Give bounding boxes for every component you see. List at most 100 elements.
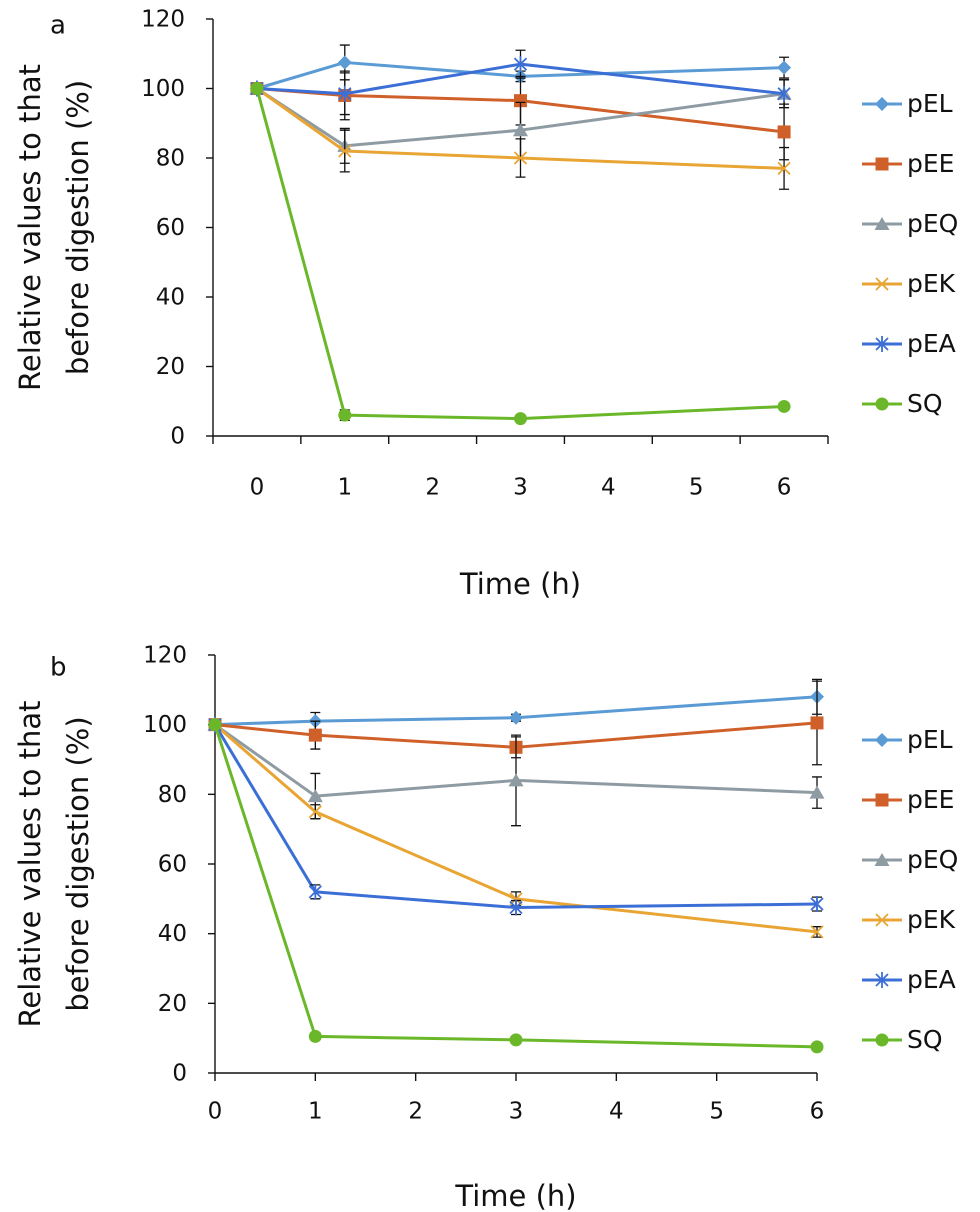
data-point-pEA (810, 896, 824, 913)
series-SQ (208, 718, 824, 1054)
y-tick-label: 100 (143, 712, 187, 738)
data-point-pEK (338, 144, 352, 158)
legend-item-pEQ: pEQ (862, 209, 958, 238)
legend-label: pEA (907, 329, 956, 358)
series-line-SQ (255, 88, 785, 421)
series-line-pEQ (256, 87, 785, 148)
data-point-pEQ (307, 789, 323, 803)
legend-label: pEQ (907, 845, 958, 874)
x-tick-label: 3 (513, 475, 528, 501)
chart-panel-a: a 0 20 40 60 80 100 120 0 1 2 3 4 5 6 Relative values t… (13, 7, 958, 602)
legend-item-SQ: SQ (862, 1025, 943, 1054)
data-point-SQ (777, 399, 791, 413)
panel-letter: b (50, 653, 67, 683)
y-tick-label: 120 (141, 7, 185, 33)
data-point-pEK (513, 151, 528, 165)
series-line-pEK (214, 723, 818, 934)
series-line-pEQ (214, 723, 818, 798)
series-line-pEA (213, 723, 818, 910)
y-tick-label: 0 (170, 424, 185, 450)
legend-marker (875, 913, 889, 927)
legend-marker (875, 972, 889, 988)
legend-marker (875, 397, 889, 411)
data-point-pEE (810, 716, 824, 730)
data-point-pEA (513, 56, 528, 73)
data-point-SQ (308, 1029, 322, 1043)
legend-label: pEQ (907, 209, 958, 238)
data-point-pEA (338, 85, 352, 102)
data-point-SQ (208, 718, 222, 732)
legend-item-pEA: pEA (862, 329, 956, 358)
series-line-pEA (256, 62, 785, 96)
data-point-SQ (250, 82, 264, 95)
x-axis-title: Time (h) (459, 567, 581, 601)
legend: pEL pEE pEQ pEK pEA SQ (862, 725, 958, 1054)
y-tick-label: 60 (156, 215, 185, 241)
legend-label: pEK (907, 269, 956, 298)
data-point-pEL (337, 55, 352, 70)
data-point-SQ (338, 408, 352, 422)
series-line-SQ (213, 724, 818, 1049)
y-axis-title: before digestion (%) (61, 80, 95, 375)
legend-marker (874, 853, 890, 866)
legend-item-pEQ: pEQ (862, 845, 958, 874)
legend-label: pEL (907, 725, 953, 754)
data-point-pEK (308, 805, 322, 819)
y-tick-label: 0 (172, 1061, 187, 1087)
x-tick-label: 2 (408, 1099, 423, 1125)
y-tick-label: 20 (158, 991, 187, 1017)
series-line-pEK (256, 87, 785, 170)
x-tick-label: 0 (208, 1099, 223, 1125)
x-tick-label: 6 (810, 1099, 825, 1125)
x-tick-label: 1 (308, 1099, 323, 1125)
data-point-pEQ (809, 785, 825, 799)
legend-marker (874, 217, 890, 230)
series-SQ (250, 82, 791, 426)
legend-item-SQ: SQ (862, 389, 943, 418)
data-point-pEL (509, 710, 523, 725)
y-axis-title: Relative values to that (13, 64, 47, 391)
legend-label: pEE (907, 785, 954, 814)
legend-item-pEK: pEK (862, 905, 956, 934)
x-tick-label: 5 (689, 475, 704, 501)
data-point-pEE (514, 94, 527, 108)
legend-label: pEL (907, 89, 953, 118)
legend: pEL pEE pEQ pEK pEA SQ (862, 89, 958, 418)
data-point-pEL (777, 60, 792, 75)
data-point-pEK (810, 925, 824, 939)
legend-marker (875, 277, 889, 291)
legend-item-pEE: pEE (862, 785, 954, 814)
data-point-pEQ (508, 773, 524, 787)
y-tick-label: 100 (141, 76, 185, 102)
data-point-pEE (777, 125, 791, 139)
series-line-pEE (214, 721, 818, 749)
data-point-pEA (308, 883, 322, 900)
legend-marker (875, 336, 889, 352)
y-tick-label: 60 (158, 852, 187, 878)
series-pEL (208, 678, 824, 732)
x-tick-label: 3 (509, 1099, 524, 1125)
x-tick-label: 0 (250, 475, 265, 501)
legend-marker (875, 1033, 889, 1047)
series-line-pEL (214, 695, 818, 727)
y-axis-title: before digestion (%) (61, 716, 95, 1011)
data-point-pEE (308, 728, 322, 742)
data-point-SQ (514, 412, 527, 426)
x-tick-label: 5 (709, 1099, 724, 1125)
data-point-pEK (777, 161, 791, 176)
legend-label: SQ (907, 389, 943, 418)
x-tick-label: 4 (601, 475, 616, 501)
x-axis-title: Time (h) (454, 1179, 576, 1212)
data-point-SQ (810, 1040, 824, 1054)
legend-label: SQ (907, 1025, 943, 1054)
legend-label: pEK (907, 905, 956, 934)
y-tick-label: 40 (156, 285, 185, 311)
y-tick-label: 80 (156, 146, 185, 172)
legend-marker (875, 97, 889, 111)
legend-item-pEE: pEE (862, 149, 954, 178)
y-axis-title: Relative values to that (13, 701, 47, 1028)
data-point-pEQ (513, 123, 528, 137)
chart-panel-b: b 0 20 40 60 80 100 120 0 1 2 3 4 5 6 Relative values t… (13, 643, 958, 1212)
legend-label: pEA (907, 965, 956, 994)
